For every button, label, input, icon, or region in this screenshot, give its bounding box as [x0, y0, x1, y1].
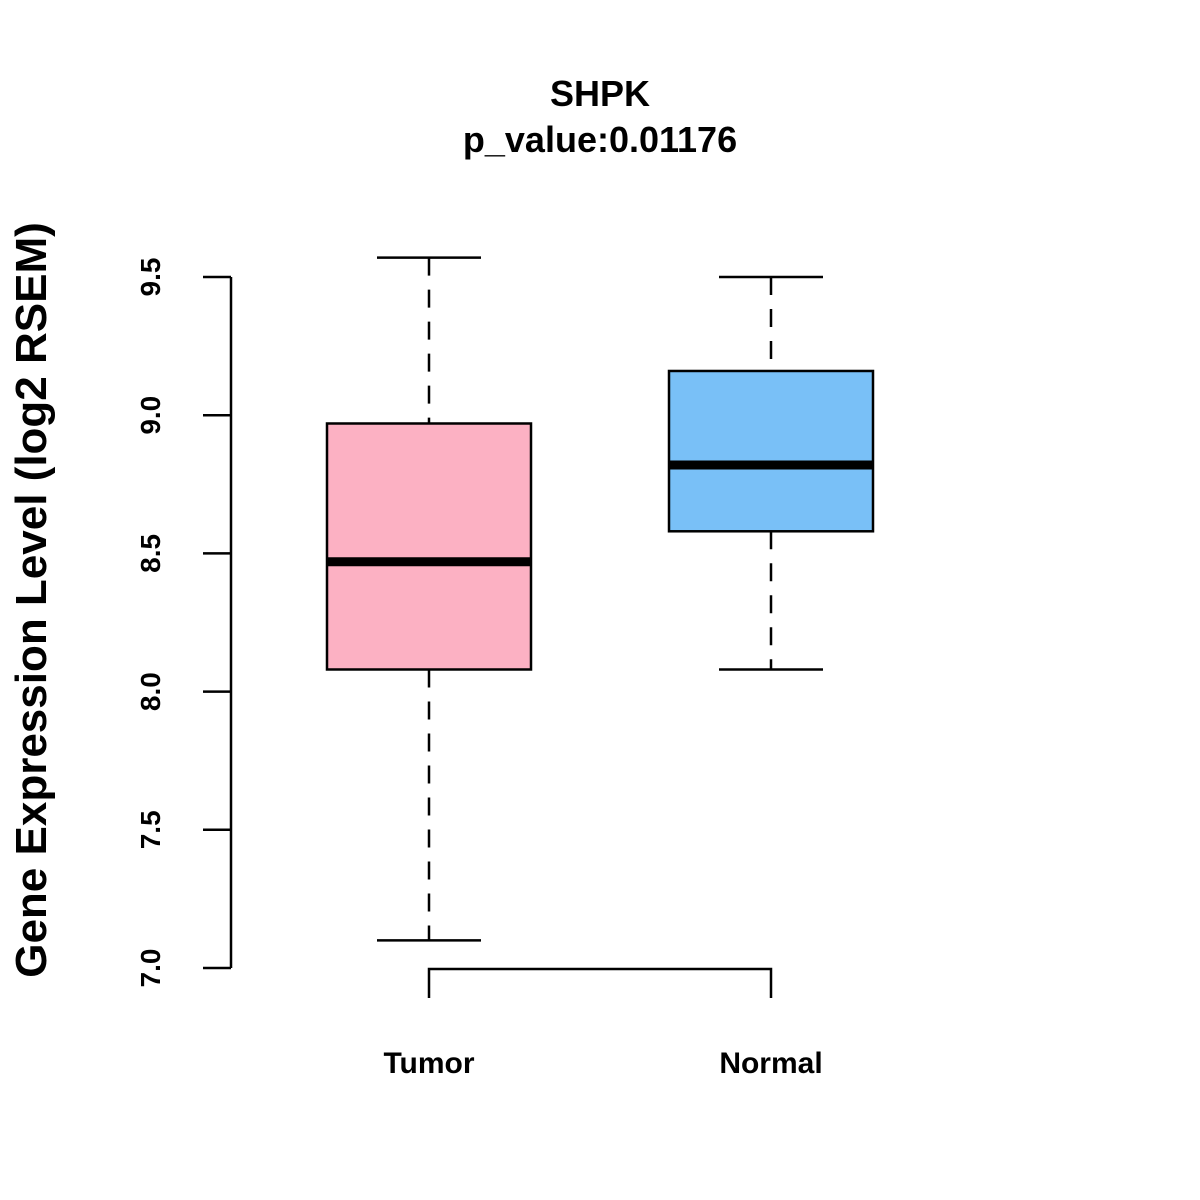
y-tick-label: 9.0: [135, 396, 166, 435]
x-category-label-normal: Normal: [719, 1047, 822, 1080]
x-category-label-tumor: Tumor: [383, 1047, 474, 1080]
comparison-bracket: [427, 967, 773, 998]
chart-subtitle: p_value:0.01176: [463, 119, 737, 160]
boxes-group: [325, 256, 875, 942]
y-tick-label: 8.5: [135, 534, 166, 573]
box-tumor: [325, 422, 533, 671]
box-normal: [667, 369, 875, 533]
x-axis-labels: Tumor Normal: [383, 1047, 822, 1080]
box-group-tumor: [325, 256, 533, 942]
y-tick-label: 9.5: [135, 258, 166, 297]
comparison-bracket-line: [427, 967, 773, 998]
y-axis: 7.0 7.5 8.0 8.5 9.0 9.5: [135, 258, 233, 988]
y-tick-label: 8.0: [135, 672, 166, 711]
box-group-normal: [667, 275, 875, 671]
y-tick-label: 7.0: [135, 949, 166, 988]
chart-title: SHPK: [550, 73, 650, 114]
y-tick-label: 7.5: [135, 810, 166, 849]
y-axis-label: Gene Expression Level (log2 RSEM): [7, 222, 56, 978]
